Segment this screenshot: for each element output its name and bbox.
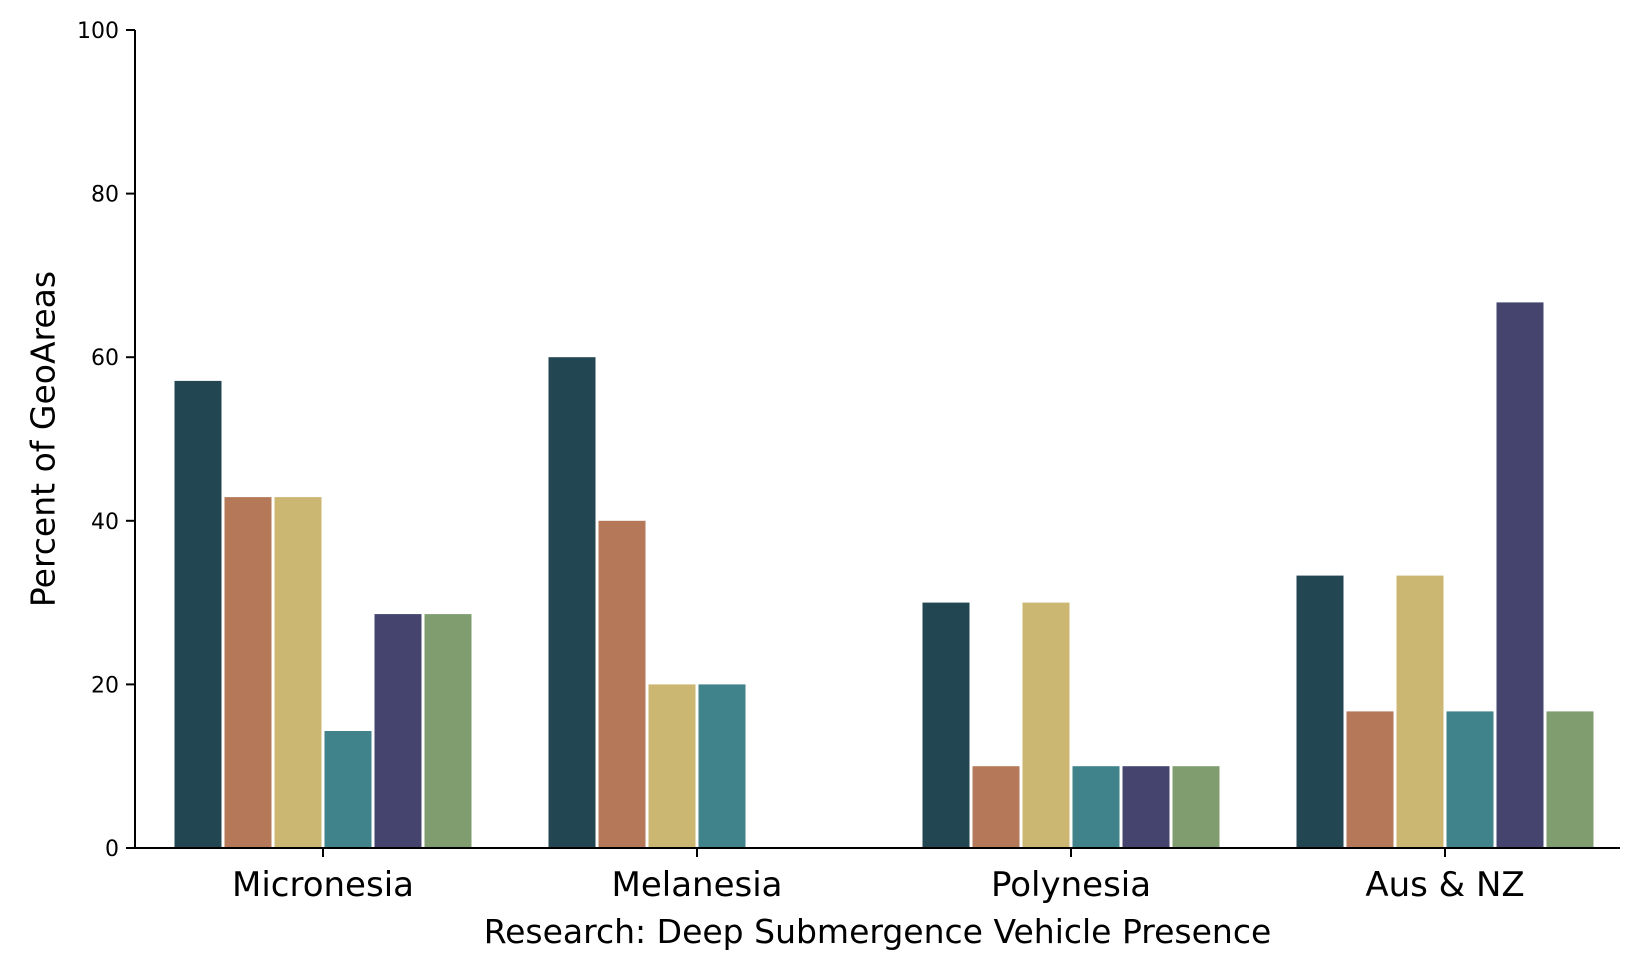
x-tick-label: Melanesia	[612, 865, 783, 905]
bar-polynesia-s1	[922, 602, 970, 848]
bar-aus-nz-s2	[1346, 711, 1394, 848]
bar-aus-nz-s5	[1496, 302, 1544, 848]
x-tick-label: Polynesia	[991, 865, 1151, 905]
bar-polynesia-s3	[1022, 602, 1070, 848]
bar-melanesia-s3	[648, 684, 696, 848]
bar-micronesia-s5	[374, 614, 422, 848]
x-tick-label: Aus & NZ	[1365, 865, 1524, 905]
bar-polynesia-s5	[1122, 766, 1170, 848]
bar-micronesia-s4	[324, 731, 372, 848]
bar-melanesia-s2	[598, 520, 646, 848]
bar-micronesia-s3	[274, 497, 322, 848]
bar-aus-nz-s6	[1546, 711, 1594, 848]
bar-melanesia-s4	[698, 684, 746, 848]
bar-aus-nz-s3	[1396, 575, 1444, 848]
bar-melanesia-s1	[548, 357, 596, 848]
y-tick-label: 0	[105, 837, 119, 862]
bar-polynesia-s4	[1072, 766, 1120, 848]
bar-polynesia-s2	[972, 766, 1020, 848]
y-axis-ticks: 0 20 40 60 80 100	[77, 19, 135, 862]
y-tick-label: 40	[91, 510, 119, 535]
bar-aus-nz-s4	[1446, 711, 1494, 848]
x-tick-label: Micronesia	[232, 865, 414, 905]
bar-aus-nz-s1	[1296, 575, 1344, 848]
bar-micronesia-s1	[174, 380, 222, 848]
y-axis-label: Percent of GeoAreas	[24, 271, 63, 607]
bar-micronesia-s6	[424, 614, 472, 848]
y-tick-label: 100	[77, 19, 119, 44]
x-axis-label: Research: Deep Submergence Vehicle Prese…	[484, 912, 1272, 951]
bars-layer	[174, 302, 1594, 848]
y-tick-label: 20	[91, 673, 119, 698]
x-axis-ticks: Micronesia Melanesia Polynesia Aus & NZ	[232, 848, 1525, 905]
bar-micronesia-s2	[224, 497, 272, 848]
y-tick-label: 60	[91, 346, 119, 371]
y-tick-label: 80	[91, 183, 119, 208]
bar-polynesia-s6	[1172, 766, 1220, 848]
